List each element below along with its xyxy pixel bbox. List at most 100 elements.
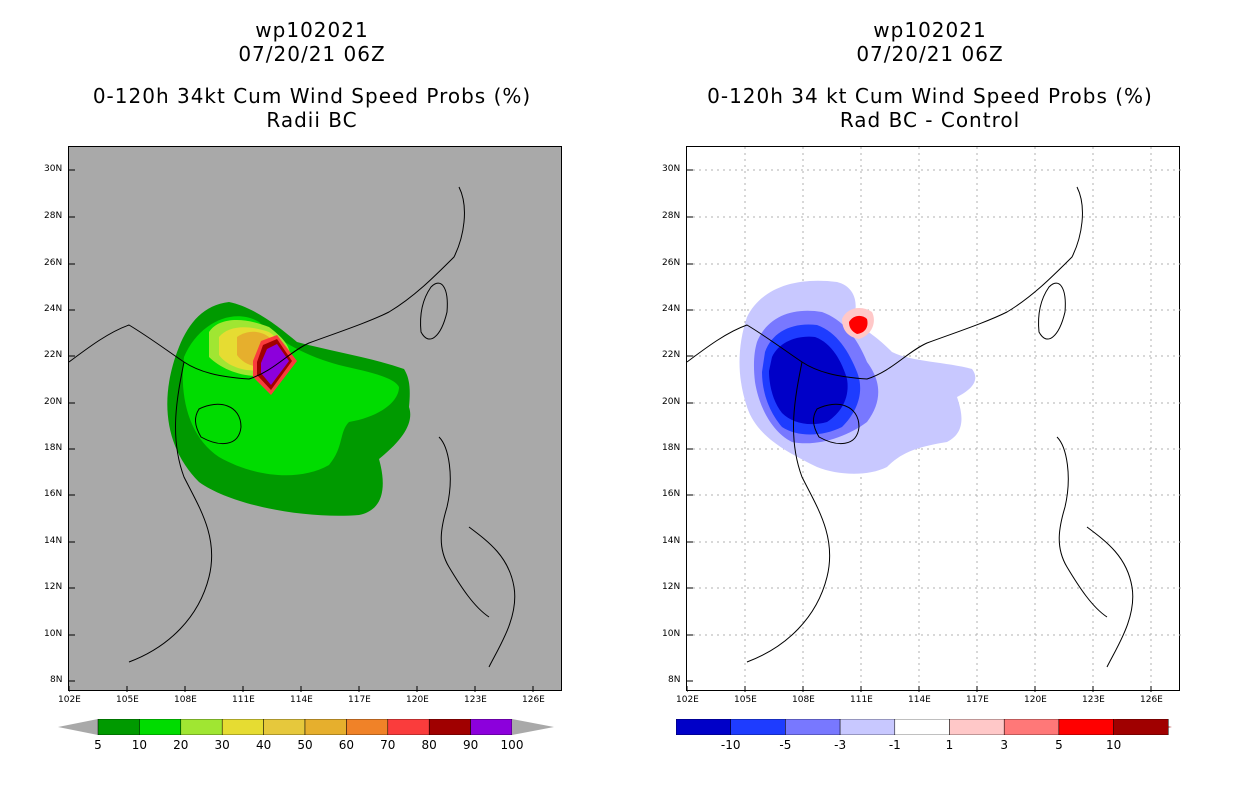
right-product-title: 0-120h 34 kt Cum Wind Speed Probs (%) xyxy=(707,84,1153,108)
right-colorbar-cell xyxy=(1003,719,1060,735)
right-colorbar xyxy=(676,719,1172,735)
right-lat-26n: 26N xyxy=(662,258,681,268)
right-colorbar-label: 10 xyxy=(1105,738,1122,752)
right-lat-24n: 24N xyxy=(662,304,681,314)
left-colorbar-cell xyxy=(97,719,140,735)
left-lat-24n: 24N xyxy=(44,304,63,314)
right-lon-126e: 126E xyxy=(1140,695,1163,705)
left-lat-8n: 8N xyxy=(50,675,63,685)
right-colorbar-cell xyxy=(676,719,731,735)
right-datetime: 07/20/21 06Z xyxy=(856,42,1004,66)
right-colorbar-cell xyxy=(1058,719,1114,735)
right-title-block: wp102021 07/20/21 06Z 0-120h 34 kt Cum W… xyxy=(680,18,1180,132)
right-lat-28n: 28N xyxy=(662,211,681,221)
left-colorbar-label: 20 xyxy=(173,738,189,752)
right-colorbar-label: -10 xyxy=(720,738,741,752)
left-colorbar-label: 10 xyxy=(131,738,148,752)
right-colorbar-label: 3 xyxy=(1000,738,1009,752)
left-colorbar-label: 60 xyxy=(338,738,355,752)
left-colorbar-cell xyxy=(470,719,513,735)
right-lat-20n: 20N xyxy=(662,397,681,407)
right-lat-14n: 14N xyxy=(662,536,681,546)
left-title-block: wp102021 07/20/21 06Z 0-120h 34kt Cum Wi… xyxy=(62,18,562,132)
left-lat-28n: 28N xyxy=(44,211,63,221)
right-lon-120e: 120E xyxy=(1024,695,1047,705)
left-lat-12n: 12N xyxy=(44,582,63,592)
right-colorbar-cells xyxy=(676,719,1169,735)
right-lat-10n: 10N xyxy=(662,629,681,639)
left-colorbar-label: 50 xyxy=(297,738,313,752)
left-colorbar-label: 100 xyxy=(500,738,524,752)
right-map-svg xyxy=(687,147,1181,692)
left-colorbar-cell xyxy=(263,719,306,735)
right-colorbar-high-arrow xyxy=(1114,719,1172,735)
left-product-title: 0-120h 34kt Cum Wind Speed Probs (%) xyxy=(92,84,532,108)
left-colorbar-label: 70 xyxy=(380,738,396,752)
right-colorbar-cell xyxy=(785,719,841,735)
left-lat-20n: 20N xyxy=(44,397,63,407)
left-colorbar-cell xyxy=(387,719,430,735)
left-colorbar-cell xyxy=(304,719,347,735)
right-colorbar-cell xyxy=(839,719,896,735)
right-colorbar-label: -3 xyxy=(834,738,847,752)
right-subtitle: Rad BC - Control xyxy=(839,108,1021,132)
right-map-panel xyxy=(686,146,1181,692)
tick-marks xyxy=(687,169,1152,692)
left-lon-126e: 126E xyxy=(522,695,545,705)
right-colorbar-cell xyxy=(949,719,1005,735)
left-colorbar-cell xyxy=(428,719,471,735)
left-lon-114e: 114E xyxy=(290,695,313,705)
left-storm-id: wp102021 xyxy=(255,18,369,42)
left-colorbar-high-arrow xyxy=(512,719,554,735)
left-colorbar-label: 30 xyxy=(214,738,230,752)
left-colorbar-cell xyxy=(180,719,223,735)
right-lon-123e: 123E xyxy=(1082,695,1105,705)
right-lon-105e: 105E xyxy=(734,695,757,705)
left-lon-123e: 123E xyxy=(464,695,487,705)
tick-marks xyxy=(69,169,534,692)
left-lon-105e: 105E xyxy=(116,695,139,705)
coastlines xyxy=(69,186,516,668)
left-map-panel xyxy=(68,146,562,692)
right-lat-16n: 16N xyxy=(662,489,681,499)
left-lat-14n: 14N xyxy=(44,536,63,546)
right-colorbar-cell xyxy=(730,719,786,735)
left-lat-16n: 16N xyxy=(44,489,63,499)
left-colorbar-label: 5 xyxy=(94,738,102,752)
coastlines xyxy=(687,186,1134,668)
left-colorbar xyxy=(58,719,554,735)
left-colorbar-label: 80 xyxy=(421,738,437,752)
left-colorbar-label: 40 xyxy=(255,738,272,752)
right-lon-108e: 108E xyxy=(792,695,815,705)
left-colorbar-low-arrow xyxy=(58,719,98,735)
left-lon-117e: 117E xyxy=(348,695,371,705)
right-colorbar-label: 1 xyxy=(945,738,954,752)
left-lat-30n: 30N xyxy=(44,164,63,174)
right-colorbar-cell xyxy=(894,719,950,735)
right-lon-114e: 114E xyxy=(908,695,931,705)
left-colorbar-label: 90 xyxy=(462,738,479,752)
right-lon-117e: 117E xyxy=(966,695,989,705)
left-lon-102e: 102E xyxy=(58,695,81,705)
right-lat-18n: 18N xyxy=(662,443,681,453)
left-lon-111e: 111E xyxy=(232,695,255,705)
prob-100-contour xyxy=(261,344,289,385)
right-colorbar-label: -5 xyxy=(779,738,792,752)
right-lat-30n: 30N xyxy=(662,164,681,174)
left-lon-120e: 120E xyxy=(406,695,429,705)
right-storm-id: wp102021 xyxy=(873,18,987,42)
right-lon-102e: 102E xyxy=(676,695,699,705)
right-colorbar-label: -1 xyxy=(888,738,901,752)
left-lat-10n: 10N xyxy=(44,629,63,639)
right-lat-12n: 12N xyxy=(662,582,681,592)
right-colorbar-label: 5 xyxy=(1055,738,1063,752)
left-colorbar-cells xyxy=(97,719,513,735)
right-lon-111e: 111E xyxy=(850,695,873,705)
diff-plus5-contour xyxy=(849,315,868,334)
left-lat-26n: 26N xyxy=(44,258,63,268)
left-datetime: 07/20/21 06Z xyxy=(238,42,386,66)
diff-minus10-contour xyxy=(769,336,848,425)
left-colorbar-cell xyxy=(346,719,389,735)
right-lat-8n: 8N xyxy=(668,675,681,685)
left-colorbar-cell xyxy=(221,719,264,735)
